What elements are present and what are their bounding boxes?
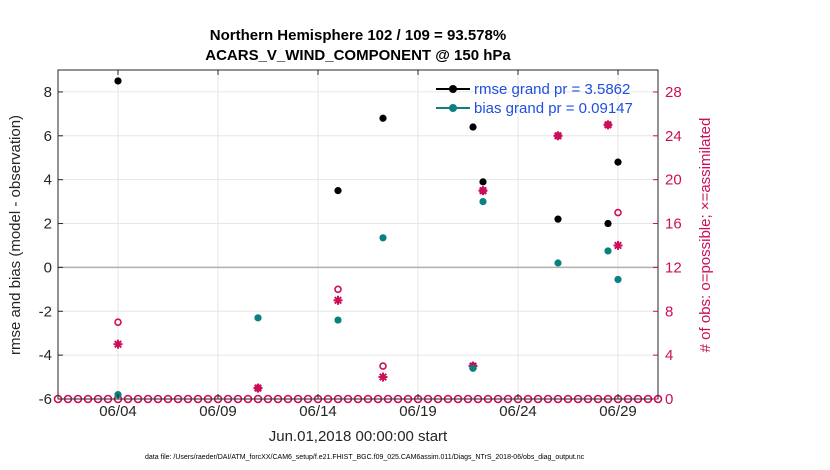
y2-tick-label: 24 <box>665 128 682 145</box>
bias-point <box>554 259 562 267</box>
obs-possible-marker <box>614 208 622 217</box>
y-tick-label: 6 <box>44 128 52 145</box>
obs-assimilated-marker <box>613 240 623 250</box>
rmse-point <box>604 219 612 228</box>
obs-assimilated-marker <box>113 339 123 349</box>
obs-assimilated-marker <box>253 383 263 393</box>
y2-tick-label: 20 <box>665 172 682 189</box>
legend-marker-bias <box>449 104 457 112</box>
bias-point <box>604 247 612 255</box>
y2-tick-label: 28 <box>665 84 682 101</box>
legend-marker-rmse <box>449 85 457 93</box>
rmse-point <box>379 114 387 122</box>
grid-lines <box>58 70 658 400</box>
bias-point <box>334 316 342 324</box>
obs-assimilated-marker <box>333 295 343 305</box>
y2-tick-label: 12 <box>665 259 682 276</box>
y-tick-label: -6 <box>39 391 52 408</box>
y2-axis-ticks: 0 4 8 12 16 20 24 28 <box>653 84 682 408</box>
obs-count-markers <box>53 120 663 404</box>
x-axis-label: Jun.01,2018 00:00:00 start <box>269 428 448 445</box>
x-tick-label: 06/09 <box>199 403 237 420</box>
obs-assimilated-marker <box>603 120 613 130</box>
obs-assimilated-marker <box>553 131 563 141</box>
series-markers <box>114 77 622 399</box>
y-tick-label: 8 <box>44 84 52 101</box>
obs-assimilated-marker <box>478 186 488 196</box>
x-tick-label: 06/14 <box>299 403 337 420</box>
y-tick-label: 2 <box>44 216 52 233</box>
y2-tick-label: 4 <box>665 347 673 364</box>
y-axis-ticks: -6 -4 -2 0 2 4 6 8 <box>39 84 63 408</box>
y2-axis-label: # of obs: o=possible; ×=assimilated <box>697 118 714 353</box>
x-tick-label: 06/24 <box>499 403 537 420</box>
bias-point <box>254 314 262 322</box>
rmse-point <box>479 178 487 186</box>
x-axis-ticks: 06/04 06/09 06/14 06/19 06/24 06/29 <box>99 70 637 420</box>
y-tick-label: -2 <box>39 303 52 320</box>
bias-point <box>479 198 487 206</box>
obs-possible-marker <box>379 362 387 370</box>
y-tick-label: 0 <box>44 259 52 276</box>
x-tick-label: 06/29 <box>599 403 637 420</box>
y-tick-label: -4 <box>39 347 52 364</box>
rmse-point <box>614 158 622 166</box>
bias-point <box>379 234 387 242</box>
rmse-point <box>469 123 477 131</box>
plot-frame <box>57 69 659 400</box>
y-tick-label: 4 <box>44 172 52 189</box>
rmse-point <box>334 187 342 195</box>
chart-title-line-1: Northern Hemisphere 102 / 109 = 93.578% <box>210 27 506 44</box>
bias-point <box>469 364 477 372</box>
rmse-point <box>114 77 122 85</box>
bias-point <box>614 275 622 284</box>
obs-assimilated-marker <box>378 372 388 382</box>
legend-label-bias: bias grand pr = 0.09147 <box>474 100 633 117</box>
obs-possible-marker <box>114 318 122 327</box>
rmse-point <box>554 215 562 223</box>
legend: rmse grand pr = 3.5862 bias grand pr = 0… <box>436 81 633 117</box>
y-axis-label: rmse and bias (model - observation) <box>7 115 24 355</box>
x-tick-label: 06/19 <box>399 403 437 420</box>
y2-tick-label: 8 <box>665 303 673 320</box>
legend-label-rmse: rmse grand pr = 3.5862 <box>474 81 630 98</box>
y2-tick-label: 0 <box>665 391 673 408</box>
obs-possible-marker <box>334 285 342 294</box>
chart-title-line-2: ACARS_V_WIND_COMPONENT @ 150 hPa <box>205 47 511 64</box>
y2-tick-label: 16 <box>665 216 682 233</box>
x-tick-label: 06/04 <box>99 403 137 420</box>
data-file-footnote: data file: /Users/raeder/DAI/ATM_forcXX/… <box>145 454 585 461</box>
